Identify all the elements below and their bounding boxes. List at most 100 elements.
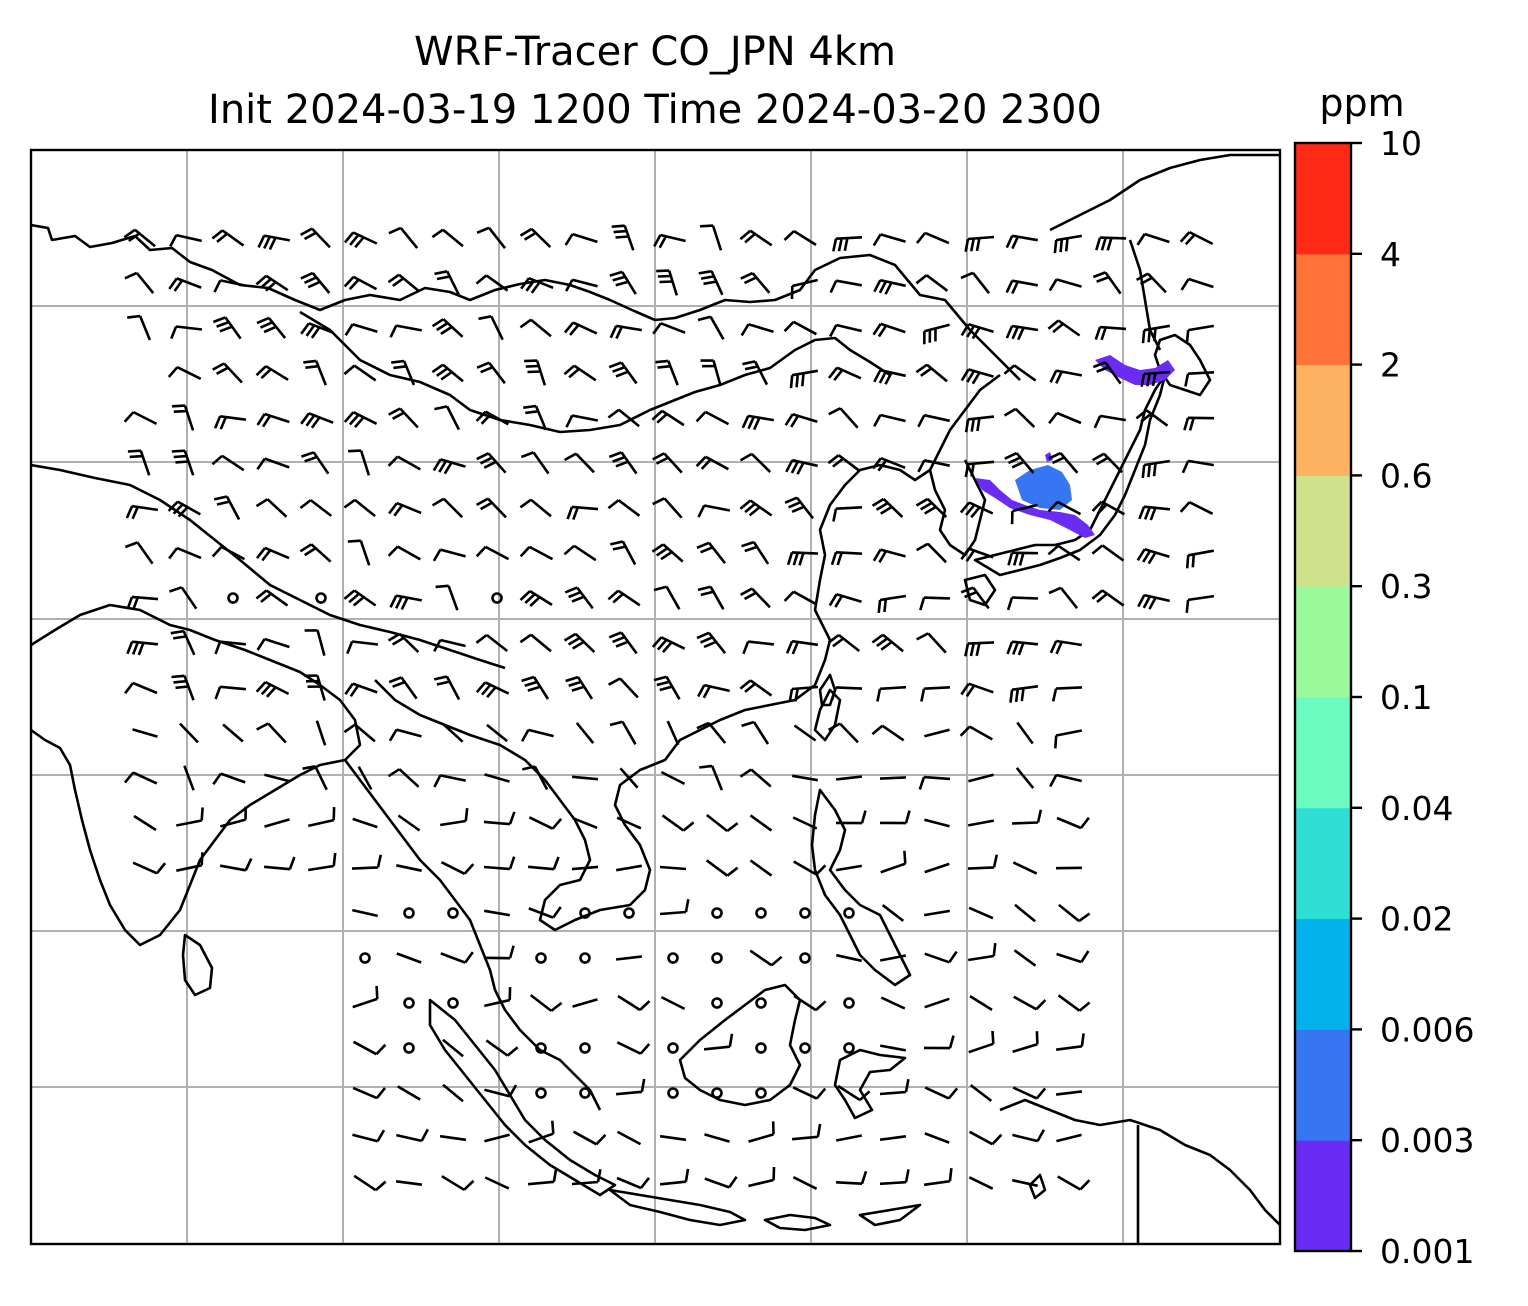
wind-barb [786, 551, 819, 566]
wind-barb [793, 860, 827, 876]
wind-barb [969, 994, 993, 1012]
wind-barb [609, 270, 637, 295]
wind-barb [1012, 1178, 1038, 1188]
wind-barb [255, 498, 288, 518]
wind-barb [300, 412, 334, 429]
wind-barb [608, 451, 638, 475]
wind-barb [388, 501, 422, 517]
wind-barb [387, 632, 420, 654]
wind-barb [1048, 411, 1082, 425]
wind-barb [659, 898, 690, 916]
wind-barb [1135, 409, 1169, 427]
wind-barb [879, 1169, 910, 1186]
wind-barb [352, 817, 378, 829]
wind-barb [609, 324, 643, 340]
wind-barb [608, 361, 638, 385]
wind-barb [1092, 361, 1122, 385]
wind-barb [529, 994, 563, 1012]
wind-barb [873, 413, 906, 428]
wind-barb [964, 415, 995, 433]
map-gridlines [31, 150, 1280, 1244]
wind-barb [476, 361, 506, 385]
wind-barb [395, 1180, 423, 1186]
wind-barb [434, 405, 461, 431]
wind-barb [169, 233, 202, 248]
wind-barb [652, 322, 686, 335]
wind-barb [442, 1038, 464, 1058]
wind-barb [167, 500, 201, 518]
wind-barb [1005, 234, 1039, 250]
wind-barb [388, 226, 419, 249]
wind-barb [611, 224, 635, 251]
wind-barb [827, 722, 859, 744]
wind-barb [571, 1169, 602, 1186]
wind-barb [519, 545, 554, 561]
wind-barb [696, 631, 727, 655]
wind-barb [915, 542, 948, 564]
calm-wind-marker [579, 1087, 591, 1099]
wind-barb [484, 987, 512, 1008]
wind-barb [528, 1120, 555, 1144]
wind-barb [697, 585, 725, 610]
map-title-line1: WRF-Tracer CO_JPN 4km [414, 29, 896, 75]
wind-barb [387, 768, 420, 788]
wind-barb [435, 584, 459, 611]
wind-barb [915, 231, 950, 245]
wind-barb [741, 540, 770, 565]
wind-barb [264, 818, 290, 828]
wind-barb [964, 641, 995, 657]
wind-barb [873, 278, 906, 295]
wind-barb [170, 325, 203, 340]
wind-barb [1136, 548, 1170, 565]
wind-barb [441, 1175, 475, 1191]
wind-barb [698, 269, 724, 296]
wind-barb [484, 1176, 510, 1190]
wind-barb [127, 449, 151, 476]
wind-barb [923, 323, 950, 345]
wind-barb [124, 681, 158, 695]
wind-barb [563, 321, 598, 336]
wind-barb [433, 675, 461, 701]
wind-barb [1183, 416, 1215, 431]
calm-wind-marker [535, 952, 547, 964]
wind-barb [1049, 639, 1083, 655]
wind-barb [792, 1176, 818, 1190]
wind-barb [344, 322, 378, 336]
wind-barb [397, 814, 421, 832]
wind-barb [212, 316, 242, 340]
wind-barb [388, 676, 418, 700]
wind-barb [255, 546, 290, 562]
wind-barb [564, 232, 598, 246]
wind-barb [964, 460, 995, 478]
wind-barb [255, 680, 290, 698]
wind-barb [968, 906, 994, 920]
wind-barb [659, 1134, 687, 1142]
wind-barb [1016, 721, 1034, 745]
wind-barb [651, 409, 685, 427]
wind-barb [519, 633, 552, 653]
wind-barb [1013, 949, 1037, 967]
wind-barb [300, 451, 330, 475]
wind-barb [609, 720, 637, 745]
wind-barb [695, 455, 730, 471]
wind-barb [483, 909, 511, 917]
wind-barb [522, 765, 549, 791]
wind-barb [484, 1084, 518, 1098]
wind-barb [749, 949, 783, 967]
wind-barb [1092, 271, 1122, 295]
wind-barb [211, 229, 245, 247]
wind-barb [960, 682, 994, 698]
wind-barb [739, 499, 773, 517]
wind-barb [475, 410, 510, 426]
wind-barb [960, 368, 994, 385]
calm-wind-marker [403, 1042, 415, 1054]
wind-barb [1056, 1133, 1082, 1143]
calm-wind-marker [843, 907, 855, 919]
wind-barb [396, 1128, 429, 1143]
wind-barb [836, 953, 862, 963]
wind-barb [346, 640, 379, 655]
calm-wind-marker [491, 592, 503, 604]
calm-wind-marker [667, 952, 679, 964]
wind-barb [483, 811, 516, 826]
wind-barb [652, 497, 683, 519]
